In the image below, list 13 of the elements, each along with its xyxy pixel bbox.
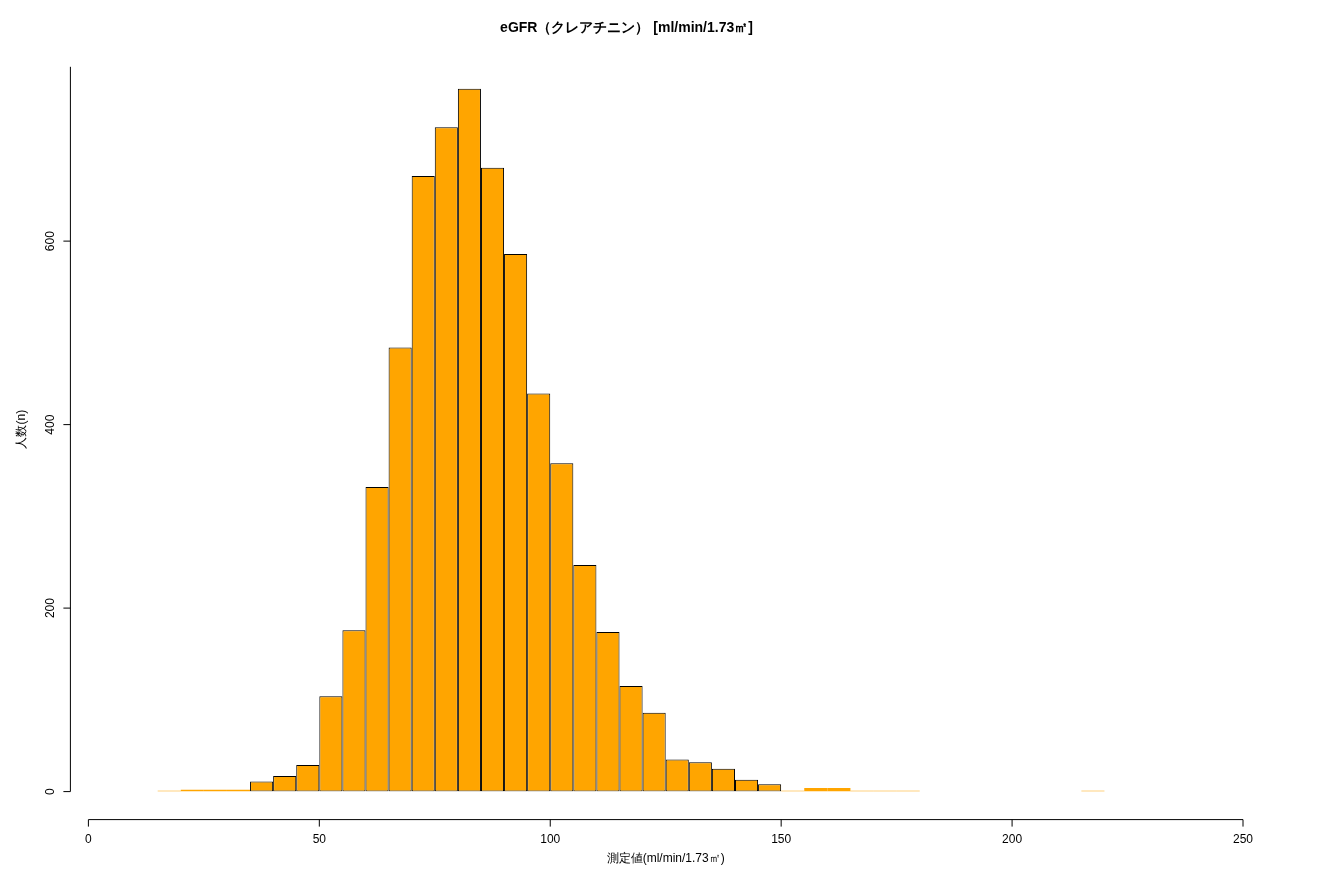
y-axis-title: 人数(n) — [13, 409, 28, 449]
x-tick-label: 200 — [1002, 831, 1023, 846]
y-tick-label: 400 — [42, 414, 57, 435]
x-tick-label: 250 — [1232, 831, 1254, 846]
chart-title: eGFR（クレアチニン） [ml/min/1.73㎡] — [500, 19, 753, 36]
y-tick-label: 200 — [42, 597, 57, 619]
x-tick-label: 50 — [312, 831, 327, 846]
x-tick-label: 0 — [85, 831, 93, 846]
x-tick-label: 150 — [771, 831, 792, 846]
y-tick-label: 600 — [42, 230, 57, 252]
x-axis-title: 測定値(ml/min/1.73㎡) — [606, 851, 725, 866]
x-tick-label: 100 — [540, 831, 561, 846]
y-tick-label: 0 — [42, 787, 57, 795]
